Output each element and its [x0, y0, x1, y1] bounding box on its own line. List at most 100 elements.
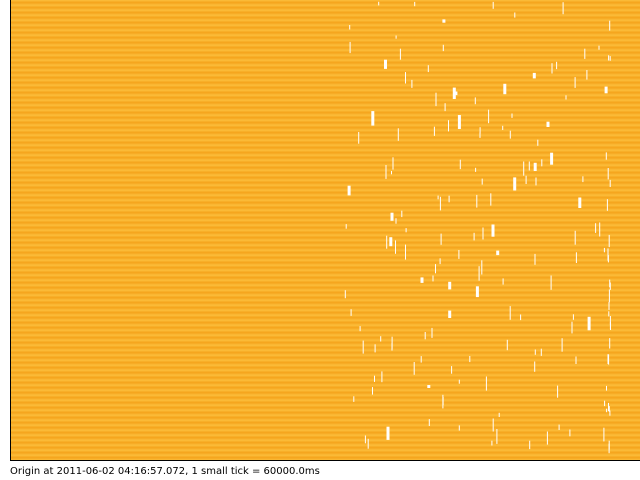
track-bar: [11, 295, 640, 301]
gap-mark: [534, 349, 536, 355]
gap-mark: [558, 424, 560, 430]
gap-mark: [349, 41, 351, 54]
gap-mark: [452, 87, 456, 99]
gap-mark: [608, 440, 610, 450]
gap-mark: [523, 161, 525, 176]
gap-mark: [350, 309, 352, 316]
gap-mark: [411, 79, 413, 88]
gap-mark: [607, 168, 609, 180]
gap-mark: [345, 224, 347, 229]
track-bar: [11, 335, 640, 341]
gap-mark: [565, 95, 567, 100]
gap-mark: [479, 127, 481, 134]
track-bar: [11, 305, 640, 311]
gap-mark: [610, 322, 611, 330]
track-bar: [11, 240, 640, 246]
gap-mark: [492, 1, 494, 9]
track-bar: [11, 390, 640, 396]
track-bar: [11, 110, 640, 116]
track-bar: [11, 275, 640, 281]
track-bar: [11, 230, 640, 236]
track-bar: [11, 175, 640, 181]
gap-mark: [391, 336, 393, 349]
gap-mark: [608, 55, 610, 61]
track-bar: [11, 450, 640, 456]
track-bar: [11, 330, 640, 336]
gap-mark: [473, 232, 475, 241]
gap-mark: [372, 387, 373, 395]
track-bar: [11, 310, 640, 316]
gap-mark: [609, 279, 611, 288]
gap-mark: [448, 195, 450, 203]
track-bar: [11, 160, 640, 166]
gap-mark: [502, 278, 504, 285]
gap-mark: [458, 379, 460, 384]
gap-mark: [482, 227, 484, 240]
gap-mark: [439, 196, 441, 211]
track-bar: [11, 215, 640, 221]
gap-mark: [599, 222, 601, 237]
track-bar: [11, 90, 640, 96]
gap-mark: [458, 425, 460, 431]
gap-mark: [344, 290, 346, 299]
track-bar: [11, 365, 640, 371]
gap-mark: [481, 178, 483, 185]
gap-mark: [479, 132, 481, 138]
gap-mark: [529, 440, 531, 450]
gap-mark: [442, 19, 446, 23]
gap-mark: [371, 111, 375, 126]
track-bar: [11, 360, 640, 366]
gap-mark: [435, 264, 436, 274]
gap-mark: [506, 339, 508, 351]
gap-mark: [458, 250, 460, 259]
track-bar: [11, 85, 640, 91]
gap-mark: [364, 435, 366, 444]
track-bar: [11, 5, 640, 11]
track-bar: [11, 185, 640, 191]
track-bar: [11, 285, 640, 291]
gap-mark: [405, 228, 407, 233]
gap-mark: [511, 113, 513, 118]
gap-mark: [457, 115, 461, 129]
track-bar: [11, 370, 640, 376]
track-bar: [11, 55, 640, 61]
gap-mark: [502, 125, 504, 130]
track-bar: [11, 50, 640, 56]
gap-mark: [439, 258, 441, 265]
track-bar: [11, 405, 640, 411]
gap-mark: [603, 247, 605, 253]
track-bar: [11, 395, 640, 401]
gap-mark: [485, 376, 487, 391]
gap-mark: [606, 385, 607, 391]
gap-mark: [609, 410, 611, 416]
gap-mark: [574, 230, 576, 245]
track-bar: [11, 440, 640, 446]
track-bar: [11, 280, 640, 286]
gap-mark: [546, 121, 550, 127]
gap-mark: [603, 427, 605, 442]
gap-mark: [395, 35, 397, 39]
gap-mark: [448, 310, 452, 318]
gap-mark: [395, 240, 396, 254]
track-bar: [11, 340, 640, 346]
gap-mark: [557, 385, 559, 398]
gap-mark: [386, 426, 390, 440]
gap-mark: [498, 412, 500, 417]
gap-mark: [606, 408, 608, 413]
gap-mark: [481, 260, 483, 275]
gap-mark: [571, 321, 573, 334]
gap-mark: [478, 266, 480, 281]
gap-mark: [540, 348, 542, 356]
gap-mark: [459, 159, 461, 170]
gap-mark: [587, 316, 591, 331]
gap-mark: [448, 281, 452, 290]
track-bar: [11, 210, 640, 216]
gap-mark: [420, 356, 422, 363]
gap-mark: [541, 159, 543, 167]
gap-mark: [609, 56, 611, 61]
gap-mark: [586, 70, 588, 80]
gap-mark: [496, 250, 500, 256]
track-bar: [11, 155, 640, 161]
track-bar: [11, 125, 640, 131]
track-bar: [11, 30, 640, 36]
